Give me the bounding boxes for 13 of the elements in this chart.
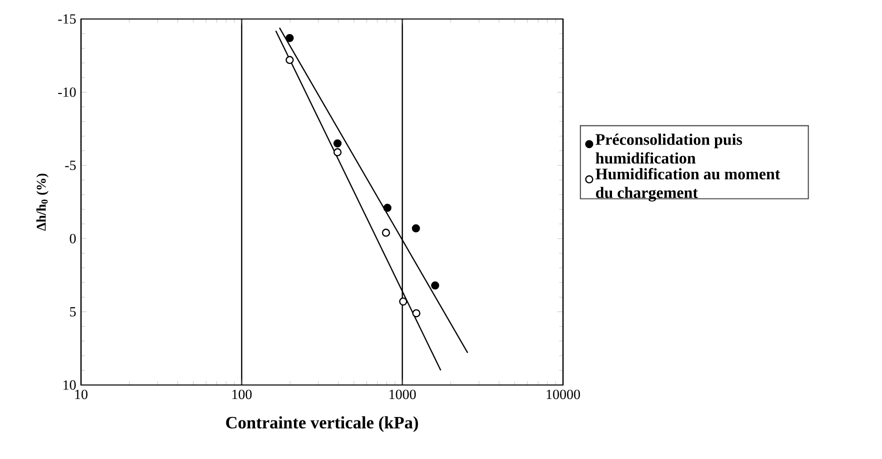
legend-label: Préconsolidation puis humidification [596,134,742,164]
y-axis-title: Δh/h$_{0}$ (%) [36,174,48,231]
y-tick-label: 5 [70,307,76,316]
y-tick-label: 10 [64,380,76,390]
y-tick-label: -5 [65,160,76,170]
y-tick-label: -15 [58,14,76,24]
x-axis-title: Contrainte verticale (kPa) [226,416,418,432]
y-tick-label: -10 [58,87,76,97]
x-tick-label: 10000 [546,390,580,400]
legend-label: Humidification au moment du chargement [596,168,780,202]
x-tick-label: 1000 [390,390,416,400]
y-tick-label: 0 [70,234,76,244]
x-tick-label: 100 [232,390,252,400]
